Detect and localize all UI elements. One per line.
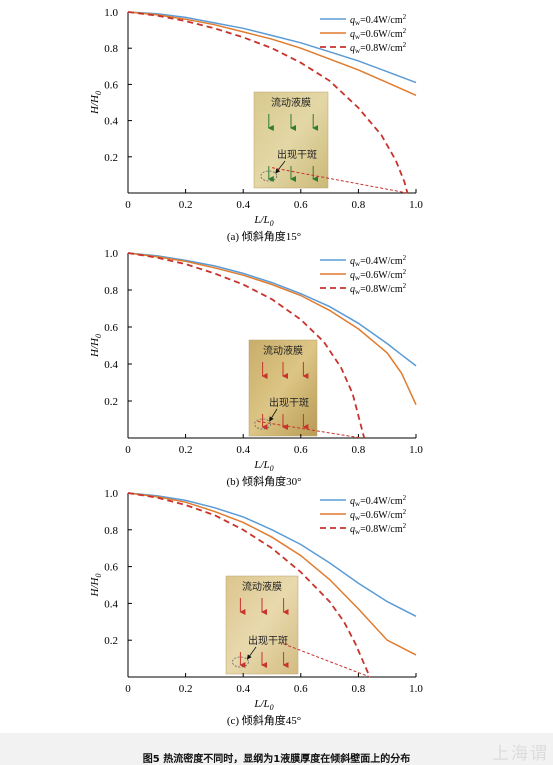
- y-tick-label: 0.2: [104, 396, 118, 408]
- series-line-1: [127, 252, 417, 367]
- x-axis-title: L/L0: [253, 459, 273, 473]
- x-axis-title: L/L0: [253, 214, 273, 228]
- x-tick-label: 0.4: [236, 683, 250, 695]
- legend-entry-2: qw=0.6W/cm2: [350, 27, 407, 41]
- x-tick-label: 0.4: [236, 199, 250, 211]
- legend-entry-1: qw=0.4W/cm2: [350, 254, 407, 268]
- legend-entry-1: qw=0.4W/cm2: [350, 13, 407, 27]
- watermark-text: 上海谓: [492, 744, 549, 764]
- x-tick-label: 0.4: [236, 444, 250, 456]
- figure-caption: 图5 热流密度不同时，显纲为1液膜厚度在倾斜壁面上的分布: [142, 754, 411, 765]
- y-tick-label: 0.6: [104, 79, 118, 91]
- legend-entry-1: qw=0.4W/cm2: [350, 494, 407, 508]
- legend-entry-2: qw=0.6W/cm2: [350, 508, 407, 522]
- y-tick-label: 0.2: [104, 152, 118, 164]
- legend-entry-3: qw=0.8W/cm2: [350, 282, 407, 296]
- legend-entry-3: qw=0.8W/cm2: [350, 522, 407, 536]
- x-tick-label: 1.0: [409, 199, 423, 211]
- x-tick-label: 0.2: [179, 444, 193, 456]
- x-tick-label: 0.6: [294, 199, 308, 211]
- y-tick-label: 0.2: [104, 635, 118, 647]
- x-tick-label: 0: [125, 199, 131, 211]
- y-tick-label: 0.4: [104, 116, 118, 128]
- inset-label-flowing-film: 流动液膜: [242, 580, 282, 593]
- series-line-3: [127, 492, 371, 678]
- inset-label-dry-spot: 出现干斑: [277, 148, 317, 161]
- series-line-1: [127, 492, 417, 617]
- y-axis-title: H/H0: [89, 334, 103, 358]
- x-tick-label: 0.2: [179, 683, 193, 695]
- series-line-3: [127, 11, 409, 194]
- dry-spot-marker: [260, 170, 278, 182]
- y-tick-label: 1.0: [104, 248, 118, 260]
- x-axis-title: L/L0: [253, 698, 273, 712]
- dry-spot-marker: [254, 418, 272, 430]
- series-line-2: [127, 252, 417, 406]
- inset-label-flowing-film: 流动液膜: [263, 344, 303, 357]
- x-tick-label: 0: [125, 444, 131, 456]
- panel-caption: (c) 倾斜角度45°: [227, 713, 301, 727]
- x-tick-label: 1.0: [409, 444, 423, 456]
- film-tail-line: [257, 420, 362, 439]
- film-tail-line: [283, 643, 371, 678]
- y-tick-label: 0.4: [104, 359, 118, 371]
- y-tick-label: 0.6: [104, 562, 118, 574]
- film-tail-line: [271, 167, 408, 194]
- y-tick-label: 0.8: [104, 525, 118, 537]
- y-tick-label: 0.8: [104, 43, 118, 55]
- panel-caption: (b) 倾斜角度30°: [227, 474, 302, 488]
- inset-label-dry-spot: 出现干斑: [269, 396, 309, 409]
- legend-entry-3: qw=0.8W/cm2: [350, 41, 407, 55]
- y-tick-label: 0.6: [104, 322, 118, 334]
- x-tick-label: 1.0: [409, 683, 423, 695]
- y-tick-label: 0.8: [104, 285, 118, 297]
- x-tick-label: 0.6: [294, 683, 308, 695]
- series-line-1: [127, 11, 417, 84]
- footer-bar: [0, 733, 553, 765]
- panel-caption: (a) 倾斜角度15°: [227, 229, 301, 243]
- y-axis-title: H/H0: [89, 574, 103, 598]
- inset-label-dry-spot: 出现干斑: [248, 634, 288, 647]
- y-tick-label: 0.4: [104, 598, 118, 610]
- y-tick-label: 1.0: [104, 488, 118, 500]
- x-tick-label: 0.8: [352, 444, 366, 456]
- x-tick-label: 0.8: [352, 683, 366, 695]
- series-line-2: [127, 11, 417, 96]
- dry-spot-marker: [231, 656, 249, 668]
- dry-spot-pointer-arrow: [269, 408, 278, 422]
- x-tick-label: 0: [125, 683, 131, 695]
- series-line-2: [127, 492, 417, 656]
- x-tick-label: 0.2: [179, 199, 193, 211]
- x-tick-label: 0.6: [294, 444, 308, 456]
- inset-label-flowing-film: 流动液膜: [271, 96, 311, 109]
- series-line-3: [127, 252, 366, 439]
- x-tick-label: 0.8: [352, 199, 366, 211]
- dry-spot-pointer-arrow: [246, 646, 257, 660]
- y-axis-title: H/H0: [89, 91, 103, 115]
- legend-entry-2: qw=0.6W/cm2: [350, 268, 407, 282]
- y-tick-label: 1.0: [104, 7, 118, 19]
- dry-spot-pointer-arrow: [275, 160, 286, 174]
